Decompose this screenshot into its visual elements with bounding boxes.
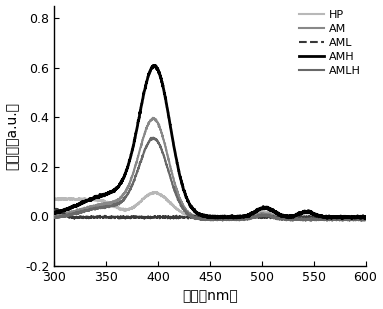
AMH — [297, 213, 302, 216]
HP — [354, 218, 359, 222]
AMH — [363, 215, 368, 219]
AMLH — [354, 217, 359, 221]
AMLH — [52, 216, 57, 219]
AMLH — [151, 136, 155, 140]
AM — [308, 219, 313, 222]
Line: AML: AML — [54, 209, 365, 219]
AM — [363, 216, 368, 220]
AM — [354, 217, 359, 220]
HP — [52, 196, 57, 200]
AMLH — [363, 218, 368, 222]
AMH — [203, 215, 208, 218]
HP — [195, 214, 200, 218]
AMH — [195, 211, 200, 215]
AM — [52, 214, 57, 218]
AM — [203, 217, 208, 220]
Line: AMH: AMH — [54, 66, 365, 219]
HP — [203, 215, 208, 219]
HP — [363, 218, 368, 222]
AM — [195, 215, 200, 219]
AMH — [52, 212, 57, 215]
AMLH — [354, 217, 359, 221]
AM — [151, 116, 155, 120]
Line: AM: AM — [54, 118, 365, 221]
AMH — [153, 64, 157, 67]
AML — [297, 215, 302, 218]
Line: HP: HP — [54, 192, 365, 221]
AMLH — [297, 218, 302, 222]
HP — [154, 190, 159, 194]
Line: AMLH: AMLH — [54, 138, 365, 221]
Legend: HP, AM, AML, AMH, AMLH: HP, AM, AML, AMH, AMLH — [297, 8, 363, 78]
HP — [355, 218, 359, 221]
AML — [341, 217, 345, 221]
AMH — [354, 215, 359, 218]
HP — [351, 219, 356, 223]
AMLH — [68, 213, 72, 216]
AML — [195, 215, 200, 219]
AM — [355, 217, 359, 221]
HP — [68, 197, 72, 201]
AML — [355, 216, 359, 219]
AMH — [355, 215, 359, 219]
X-axis label: 波长（nm）: 波长（nm） — [182, 290, 238, 303]
AML — [52, 209, 57, 213]
Y-axis label: 吸光度（a.u.）: 吸光度（a.u.） — [6, 102, 20, 170]
AML — [363, 214, 368, 218]
AML — [354, 216, 359, 220]
AMLH — [203, 217, 208, 220]
AML — [68, 214, 73, 218]
HP — [297, 215, 302, 219]
AM — [68, 211, 72, 214]
AML — [54, 207, 59, 210]
AMLH — [195, 216, 200, 220]
AMLH — [359, 219, 363, 223]
AM — [297, 217, 302, 221]
AMH — [340, 217, 345, 221]
AML — [203, 216, 208, 220]
AMH — [68, 206, 72, 210]
